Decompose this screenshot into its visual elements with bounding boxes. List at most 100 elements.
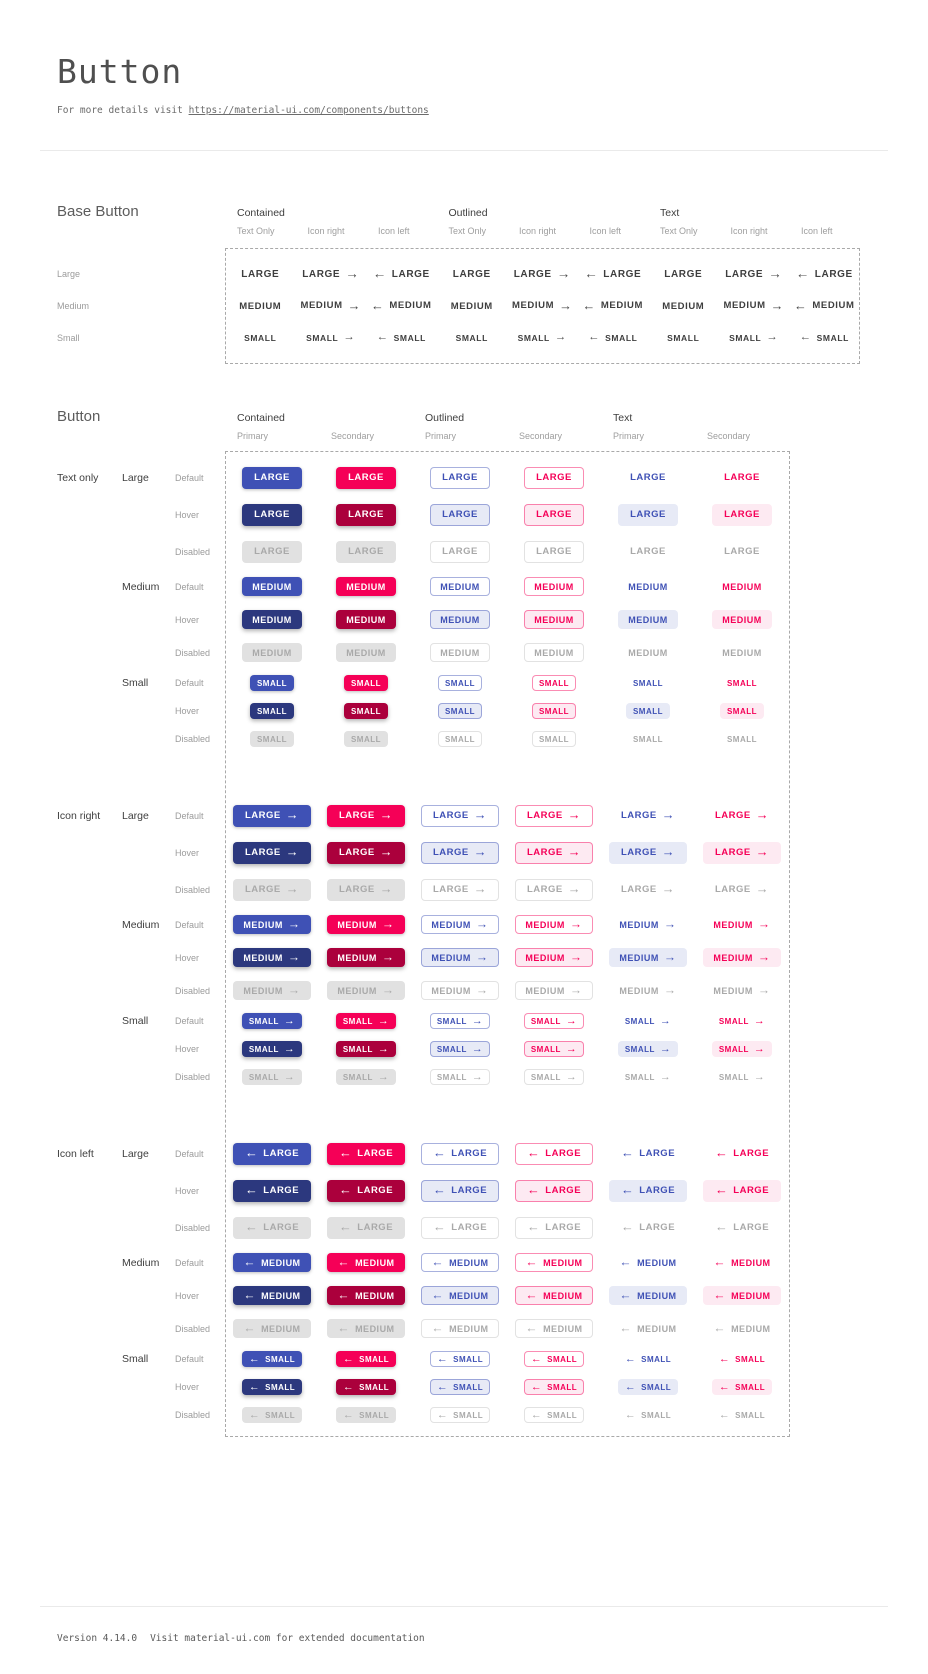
button-text-primary-text-only-small-disabled[interactable]: SMALL xyxy=(626,731,670,747)
button-text-primary-icon-left-large-disabled[interactable]: ← LARGE xyxy=(609,1217,687,1239)
button-contained-secondary-icon-right-small-hover[interactable]: SMALL → xyxy=(335,1041,397,1057)
button-text-secondary-text-only-large-default[interactable]: LARGE xyxy=(712,467,772,489)
base-button-text-icon-right-large[interactable]: LARGE → xyxy=(725,267,782,281)
button-contained-primary-icon-right-medium-hover[interactable]: MEDIUM → xyxy=(233,948,311,967)
button-outlined-secondary-text-only-medium-default[interactable]: MEDIUM xyxy=(524,577,584,596)
button-text-primary-icon-right-large-disabled[interactable]: LARGE → xyxy=(609,879,687,901)
base-button-text-text-large[interactable]: LARGE xyxy=(664,269,702,280)
base-button-outlined-icon-right-small[interactable]: SMALL → xyxy=(518,331,567,343)
button-text-secondary-icon-left-large-default[interactable]: ← LARGE xyxy=(703,1143,781,1165)
button-contained-secondary-icon-left-medium-default[interactable]: ← MEDIUM xyxy=(327,1253,405,1272)
base-button-contained-icon-right-large[interactable]: LARGE → xyxy=(302,267,359,281)
button-outlined-secondary-icon-left-large-disabled[interactable]: ← LARGE xyxy=(514,1216,594,1239)
button-text-secondary-icon-left-large-disabled[interactable]: ← LARGE xyxy=(703,1217,781,1239)
button-outlined-secondary-text-only-small-disabled[interactable]: SMALL xyxy=(531,731,577,747)
button-outlined-primary-icon-left-small-disabled[interactable]: ← SMALL xyxy=(429,1407,491,1423)
button-outlined-secondary-text-only-large-default[interactable]: LARGE xyxy=(524,466,584,489)
button-contained-primary-icon-left-medium-disabled[interactable]: ← MEDIUM xyxy=(233,1319,311,1338)
button-contained-primary-icon-left-large-disabled[interactable]: ← LARGE xyxy=(232,1216,312,1239)
button-contained-secondary-icon-left-large-default[interactable]: ← LARGE xyxy=(326,1142,406,1165)
button-outlined-secondary-icon-left-small-default[interactable]: ← SMALL xyxy=(523,1351,585,1367)
button-text-primary-icon-left-medium-default[interactable]: ← MEDIUM xyxy=(609,1253,686,1272)
button-contained-secondary-text-only-large-hover[interactable]: LARGE xyxy=(336,503,396,526)
button-contained-primary-icon-left-small-disabled[interactable]: ← SMALL xyxy=(241,1407,303,1423)
button-text-secondary-icon-right-medium-hover[interactable]: MEDIUM → xyxy=(703,948,781,967)
button-outlined-primary-icon-right-small-hover[interactable]: SMALL → xyxy=(429,1041,491,1057)
button-contained-secondary-icon-right-medium-hover[interactable]: MEDIUM → xyxy=(327,948,405,967)
button-outlined-primary-text-only-medium-disabled[interactable]: MEDIUM xyxy=(430,643,490,662)
button-outlined-secondary-text-only-large-hover[interactable]: LARGE xyxy=(524,503,584,526)
base-button-outlined-text-medium[interactable]: MEDIUM xyxy=(451,301,493,312)
base-button-contained-icon-left-small[interactable]: ← SMALL xyxy=(377,331,426,343)
button-contained-primary-icon-right-large-disabled[interactable]: LARGE → xyxy=(232,878,312,901)
button-contained-primary-text-only-medium-hover[interactable]: MEDIUM xyxy=(242,610,302,629)
button-contained-secondary-text-only-medium-disabled[interactable]: MEDIUM xyxy=(336,643,396,662)
button-outlined-primary-text-only-small-hover[interactable]: SMALL xyxy=(437,703,483,719)
button-outlined-primary-icon-left-medium-disabled[interactable]: ← MEDIUM xyxy=(421,1319,499,1338)
base-button-contained-icon-right-medium[interactable]: MEDIUM → xyxy=(300,299,361,313)
button-text-primary-text-only-medium-disabled[interactable]: MEDIUM xyxy=(618,643,678,662)
button-text-secondary-text-only-medium-default[interactable]: MEDIUM xyxy=(712,577,772,596)
button-outlined-primary-icon-right-small-default[interactable]: SMALL → xyxy=(429,1013,491,1029)
base-button-text-icon-right-small[interactable]: SMALL → xyxy=(729,331,778,343)
button-text-secondary-icon-left-small-hover[interactable]: ← SMALL xyxy=(711,1379,773,1395)
button-contained-secondary-icon-left-small-hover[interactable]: ← SMALL xyxy=(335,1379,397,1395)
button-contained-secondary-icon-left-small-disabled[interactable]: ← SMALL xyxy=(335,1407,397,1423)
button-text-primary-text-only-large-disabled[interactable]: LARGE xyxy=(618,541,678,563)
button-contained-primary-icon-right-large-hover[interactable]: LARGE → xyxy=(232,841,312,864)
button-outlined-primary-icon-left-small-default[interactable]: ← SMALL xyxy=(429,1351,491,1367)
button-contained-secondary-text-only-small-hover[interactable]: SMALL xyxy=(343,703,389,719)
button-text-secondary-icon-right-small-default[interactable]: SMALL → xyxy=(712,1013,772,1029)
button-text-secondary-text-only-large-hover[interactable]: LARGE xyxy=(712,503,772,526)
button-outlined-secondary-icon-right-small-default[interactable]: SMALL → xyxy=(523,1013,585,1029)
base-button-text-text-medium[interactable]: MEDIUM xyxy=(662,301,704,312)
button-text-primary-icon-right-medium-hover[interactable]: MEDIUM → xyxy=(609,948,687,967)
button-contained-primary-icon-left-small-hover[interactable]: ← SMALL xyxy=(241,1379,303,1395)
base-button-outlined-icon-left-large[interactable]: ← LARGE xyxy=(584,267,641,281)
button-text-secondary-icon-left-large-hover[interactable]: ← LARGE xyxy=(702,1179,782,1202)
button-contained-secondary-text-only-large-default[interactable]: LARGE xyxy=(336,466,396,489)
button-contained-secondary-icon-right-large-default[interactable]: LARGE → xyxy=(326,804,406,827)
button-outlined-secondary-icon-right-small-hover[interactable]: SMALL → xyxy=(523,1041,585,1057)
base-button-outlined-text-large[interactable]: LARGE xyxy=(453,269,491,280)
base-button-outlined-icon-left-medium[interactable]: ← MEDIUM xyxy=(582,299,643,313)
button-contained-primary-icon-left-small-default[interactable]: ← SMALL xyxy=(241,1351,303,1367)
button-outlined-secondary-icon-left-medium-default[interactable]: ← MEDIUM xyxy=(515,1253,593,1272)
button-contained-primary-icon-right-small-disabled[interactable]: SMALL → xyxy=(241,1069,303,1085)
button-text-primary-text-only-large-default[interactable]: LARGE xyxy=(618,467,678,489)
button-outlined-secondary-icon-right-large-default[interactable]: LARGE → xyxy=(514,804,594,827)
button-text-primary-icon-right-medium-default[interactable]: MEDIUM → xyxy=(609,915,686,934)
button-contained-secondary-text-only-small-default[interactable]: SMALL xyxy=(343,675,389,691)
button-contained-primary-text-only-large-hover[interactable]: LARGE xyxy=(242,503,302,526)
button-text-secondary-icon-right-small-hover[interactable]: SMALL → xyxy=(711,1041,773,1057)
button-contained-secondary-icon-left-medium-disabled[interactable]: ← MEDIUM xyxy=(327,1319,405,1338)
button-text-primary-text-only-small-default[interactable]: SMALL xyxy=(626,675,670,691)
button-outlined-secondary-text-only-medium-disabled[interactable]: MEDIUM xyxy=(524,643,584,662)
button-contained-secondary-text-only-large-disabled[interactable]: LARGE xyxy=(336,540,396,563)
button-outlined-primary-icon-left-medium-default[interactable]: ← MEDIUM xyxy=(421,1253,499,1272)
button-contained-primary-text-only-small-hover[interactable]: SMALL xyxy=(249,703,295,719)
button-text-secondary-icon-right-medium-disabled[interactable]: MEDIUM → xyxy=(703,981,780,1000)
button-text-primary-icon-right-large-default[interactable]: LARGE → xyxy=(609,805,687,827)
button-text-secondary-icon-right-large-hover[interactable]: LARGE → xyxy=(702,841,782,864)
button-outlined-secondary-icon-right-large-disabled[interactable]: LARGE → xyxy=(514,878,594,901)
button-text-secondary-text-only-small-hover[interactable]: SMALL xyxy=(719,703,765,719)
button-contained-primary-icon-right-medium-default[interactable]: MEDIUM → xyxy=(233,915,311,934)
button-contained-secondary-icon-left-large-hover[interactable]: ← LARGE xyxy=(326,1179,406,1202)
button-text-secondary-text-only-medium-disabled[interactable]: MEDIUM xyxy=(712,643,772,662)
button-text-primary-text-only-small-hover[interactable]: SMALL xyxy=(625,703,671,719)
button-contained-secondary-icon-right-large-hover[interactable]: LARGE → xyxy=(326,841,406,864)
button-outlined-secondary-icon-left-large-hover[interactable]: ← LARGE xyxy=(514,1179,594,1202)
button-outlined-secondary-icon-left-small-hover[interactable]: ← SMALL xyxy=(523,1379,585,1395)
button-outlined-primary-text-only-medium-hover[interactable]: MEDIUM xyxy=(430,610,490,629)
base-button-text-icon-left-small[interactable]: ← SMALL xyxy=(800,331,849,343)
button-text-secondary-icon-left-medium-disabled[interactable]: ← MEDIUM xyxy=(703,1319,780,1338)
button-text-primary-icon-left-medium-disabled[interactable]: ← MEDIUM xyxy=(609,1319,686,1338)
button-contained-primary-icon-right-small-hover[interactable]: SMALL → xyxy=(241,1041,303,1057)
button-outlined-primary-icon-left-large-default[interactable]: ← LARGE xyxy=(420,1142,500,1165)
button-outlined-secondary-text-only-small-hover[interactable]: SMALL xyxy=(531,703,577,719)
button-text-secondary-text-only-large-disabled[interactable]: LARGE xyxy=(712,541,772,563)
button-contained-primary-icon-left-medium-hover[interactable]: ← MEDIUM xyxy=(233,1286,311,1305)
button-contained-secondary-icon-left-small-default[interactable]: ← SMALL xyxy=(335,1351,397,1367)
button-text-secondary-text-only-small-default[interactable]: SMALL xyxy=(720,675,764,691)
